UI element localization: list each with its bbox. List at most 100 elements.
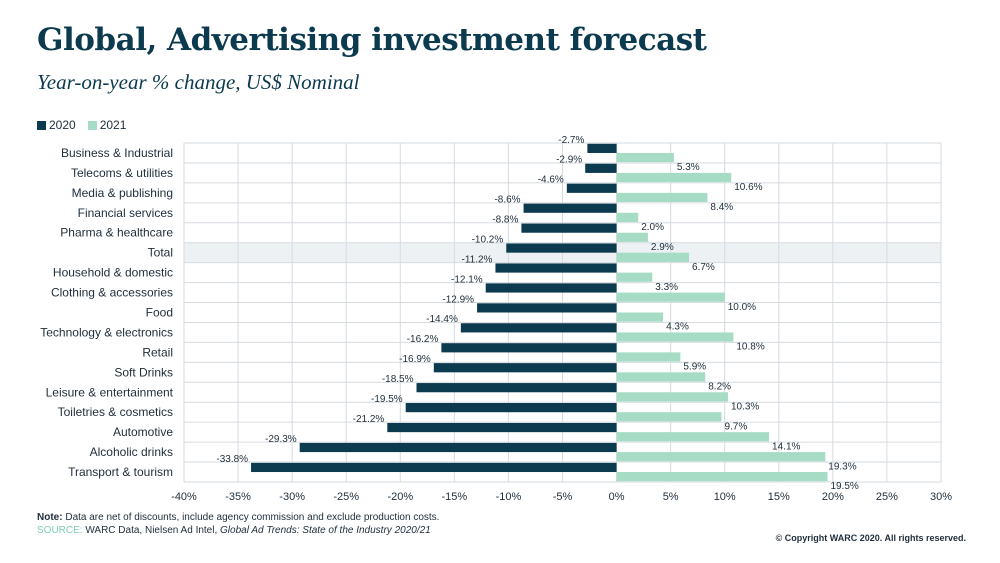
source-publication: Global Ad Trends: State of the Industry … bbox=[220, 525, 431, 536]
legend-item-2020: 2020 bbox=[37, 118, 76, 132]
bar-2020-financial-services bbox=[523, 203, 617, 213]
x-tick-label: -10% bbox=[496, 491, 522, 503]
bar-2020-business-and-industrial bbox=[587, 143, 617, 153]
chart-subtitle: Year-on-year % change, US$ Nominal bbox=[37, 70, 360, 94]
data-label-2020-toiletries-and-cosmetics: -19.5% bbox=[371, 394, 403, 405]
chart-title: Global, Advertising investment forecast bbox=[37, 22, 707, 58]
bar-2020-pharma-and-healthcare bbox=[521, 223, 617, 233]
bar-2021-business-and-industrial bbox=[616, 152, 674, 163]
legend-label-2021: 2021 bbox=[99, 118, 127, 132]
x-tick-label: 25% bbox=[876, 491, 898, 503]
data-label-2021-retail: 5.9% bbox=[683, 362, 706, 373]
data-label-2021-leisure-and-entertainment: 10.3% bbox=[731, 401, 759, 412]
bar-2021-telecoms-and-utilities bbox=[616, 172, 732, 183]
data-label-2020-media-and-publishing: -4.6% bbox=[538, 175, 564, 186]
bar-2021-technology-and-electronics bbox=[616, 332, 734, 342]
category-label-soft-drinks: Soft Drinks bbox=[114, 365, 173, 379]
bar-2020-media-and-publishing bbox=[566, 183, 617, 193]
bar-2020-soft-drinks bbox=[433, 363, 617, 373]
x-tick-label: 15% bbox=[768, 491, 790, 503]
category-label-media-and-publishing: Media & publishing bbox=[72, 186, 173, 200]
source-label: SOURCE: bbox=[37, 525, 83, 536]
note-label: Note: bbox=[37, 512, 63, 523]
data-label-2020-financial-services: -8.6% bbox=[494, 195, 520, 206]
bar-2020-toiletries-and-cosmetics bbox=[405, 403, 617, 413]
data-label-2021-transport-and-tourism: 19.5% bbox=[830, 481, 858, 492]
data-label-2020-technology-and-electronics: -14.4% bbox=[426, 314, 458, 325]
data-label-2020-soft-drinks: -16.9% bbox=[399, 354, 431, 365]
x-tick-label: 5% bbox=[663, 491, 679, 503]
x-tick-label: -35% bbox=[225, 491, 251, 503]
x-tick-label: -25% bbox=[333, 491, 359, 503]
bar-2021-soft-drinks bbox=[616, 372, 706, 382]
x-tick-label: 10% bbox=[714, 491, 736, 503]
bar-2020-automotive bbox=[387, 422, 617, 433]
data-label-2021-household-and-domestic: 3.3% bbox=[655, 282, 678, 293]
bar-2020-household-and-domestic bbox=[495, 263, 617, 273]
bar-2021-media-and-publishing bbox=[616, 192, 708, 203]
bar-2020-total bbox=[506, 243, 617, 253]
data-label-2021-automotive: 14.1% bbox=[772, 441, 800, 452]
category-label-pharma-and-healthcare: Pharma & healthcare bbox=[60, 226, 173, 240]
data-label-2021-food: 4.3% bbox=[666, 322, 689, 333]
source-text: WARC Data, Nielsen Ad Intel, bbox=[82, 525, 221, 536]
data-label-2021-clothing-and-accessories: 10.0% bbox=[728, 302, 756, 313]
bar-2021-leisure-and-entertainment bbox=[616, 392, 728, 402]
data-label-2020-transport-and-tourism: -33.8% bbox=[216, 454, 248, 465]
data-label-2020-alcoholic-drinks: -29.3% bbox=[265, 434, 297, 445]
bar-2021-pharma-and-healthcare bbox=[616, 232, 648, 242]
category-label-telecoms-and-utilities: Telecoms & utilities bbox=[71, 166, 173, 180]
bar-2020-retail bbox=[441, 343, 617, 353]
bar-2021-automotive bbox=[616, 432, 770, 442]
x-tick-label: -15% bbox=[442, 491, 468, 503]
x-tick-label: -20% bbox=[387, 491, 413, 503]
bar-2021-financial-services bbox=[616, 212, 639, 222]
data-label-2020-retail: -16.2% bbox=[407, 334, 439, 345]
bar-2020-telecoms-and-utilities bbox=[585, 163, 617, 173]
category-label-alcoholic-drinks: Alcoholic drinks bbox=[90, 445, 173, 459]
data-label-2021-alcoholic-drinks: 19.3% bbox=[828, 461, 856, 472]
legend-label-2020: 2020 bbox=[49, 118, 76, 132]
data-label-2021-soft-drinks: 8.2% bbox=[708, 382, 731, 393]
data-label-2020-food: -12.9% bbox=[442, 294, 474, 305]
category-label-retail: Retail bbox=[142, 345, 173, 359]
category-label-transport-and-tourism: Transport & tourism bbox=[68, 465, 173, 479]
bar-2020-alcoholic-drinks bbox=[299, 442, 617, 453]
data-label-2020-automotive: -21.2% bbox=[353, 414, 385, 425]
x-tick-label: 20% bbox=[822, 491, 844, 503]
category-label-household-and-domestic: Household & domestic bbox=[53, 266, 173, 280]
category-label-total: Total bbox=[148, 246, 173, 260]
data-label-2021-business-and-industrial: 5.3% bbox=[677, 162, 700, 173]
category-label-food: Food bbox=[146, 306, 173, 320]
x-tick-label: 0% bbox=[609, 491, 625, 503]
legend: 2020 2021 bbox=[37, 118, 132, 132]
data-label-2020-clothing-and-accessories: -12.1% bbox=[451, 274, 483, 285]
category-label-technology-and-electronics: Technology & electronics bbox=[40, 325, 173, 339]
legend-swatch-2021 bbox=[87, 120, 97, 130]
legend-item-2021: 2021 bbox=[87, 118, 127, 132]
bar-2020-clothing-and-accessories bbox=[485, 283, 617, 293]
category-label-clothing-and-accessories: Clothing & accessories bbox=[51, 286, 173, 300]
source-line: SOURCE: WARC Data, Nielsen Ad Intel, Glo… bbox=[37, 525, 431, 536]
data-label-2020-pharma-and-healthcare: -8.8% bbox=[492, 215, 518, 226]
x-tick-label: 30% bbox=[930, 491, 952, 503]
copyright: © Copyright WARC 2020. All rights reserv… bbox=[775, 533, 966, 543]
data-label-2021-technology-and-electronics: 10.8% bbox=[736, 342, 764, 353]
bar-2020-technology-and-electronics bbox=[460, 323, 617, 333]
bar-2020-transport-and-tourism bbox=[251, 462, 617, 473]
bar-2021-food bbox=[616, 312, 664, 322]
category-label-leisure-and-entertainment: Leisure & entertainment bbox=[46, 385, 174, 399]
data-label-2020-telecoms-and-utilities: -2.9% bbox=[556, 155, 582, 166]
data-label-2020-business-and-industrial: -2.7% bbox=[558, 135, 584, 146]
bar-2020-leisure-and-entertainment bbox=[416, 383, 617, 393]
bar-2021-household-and-domestic bbox=[616, 272, 653, 282]
category-label-toiletries-and-cosmetics: Toiletries & cosmetics bbox=[58, 405, 173, 419]
data-label-2021-telecoms-and-utilities: 10.6% bbox=[734, 182, 762, 193]
data-label-2020-household-and-domestic: -11.2% bbox=[461, 254, 492, 265]
data-label-2021-pharma-and-healthcare: 2.9% bbox=[651, 242, 674, 253]
bar-2021-retail bbox=[616, 352, 681, 362]
x-tick-label: -40% bbox=[171, 491, 197, 503]
data-label-2021-total: 6.7% bbox=[692, 262, 715, 273]
data-label-2021-toiletries-and-cosmetics: 9.7% bbox=[724, 421, 747, 432]
